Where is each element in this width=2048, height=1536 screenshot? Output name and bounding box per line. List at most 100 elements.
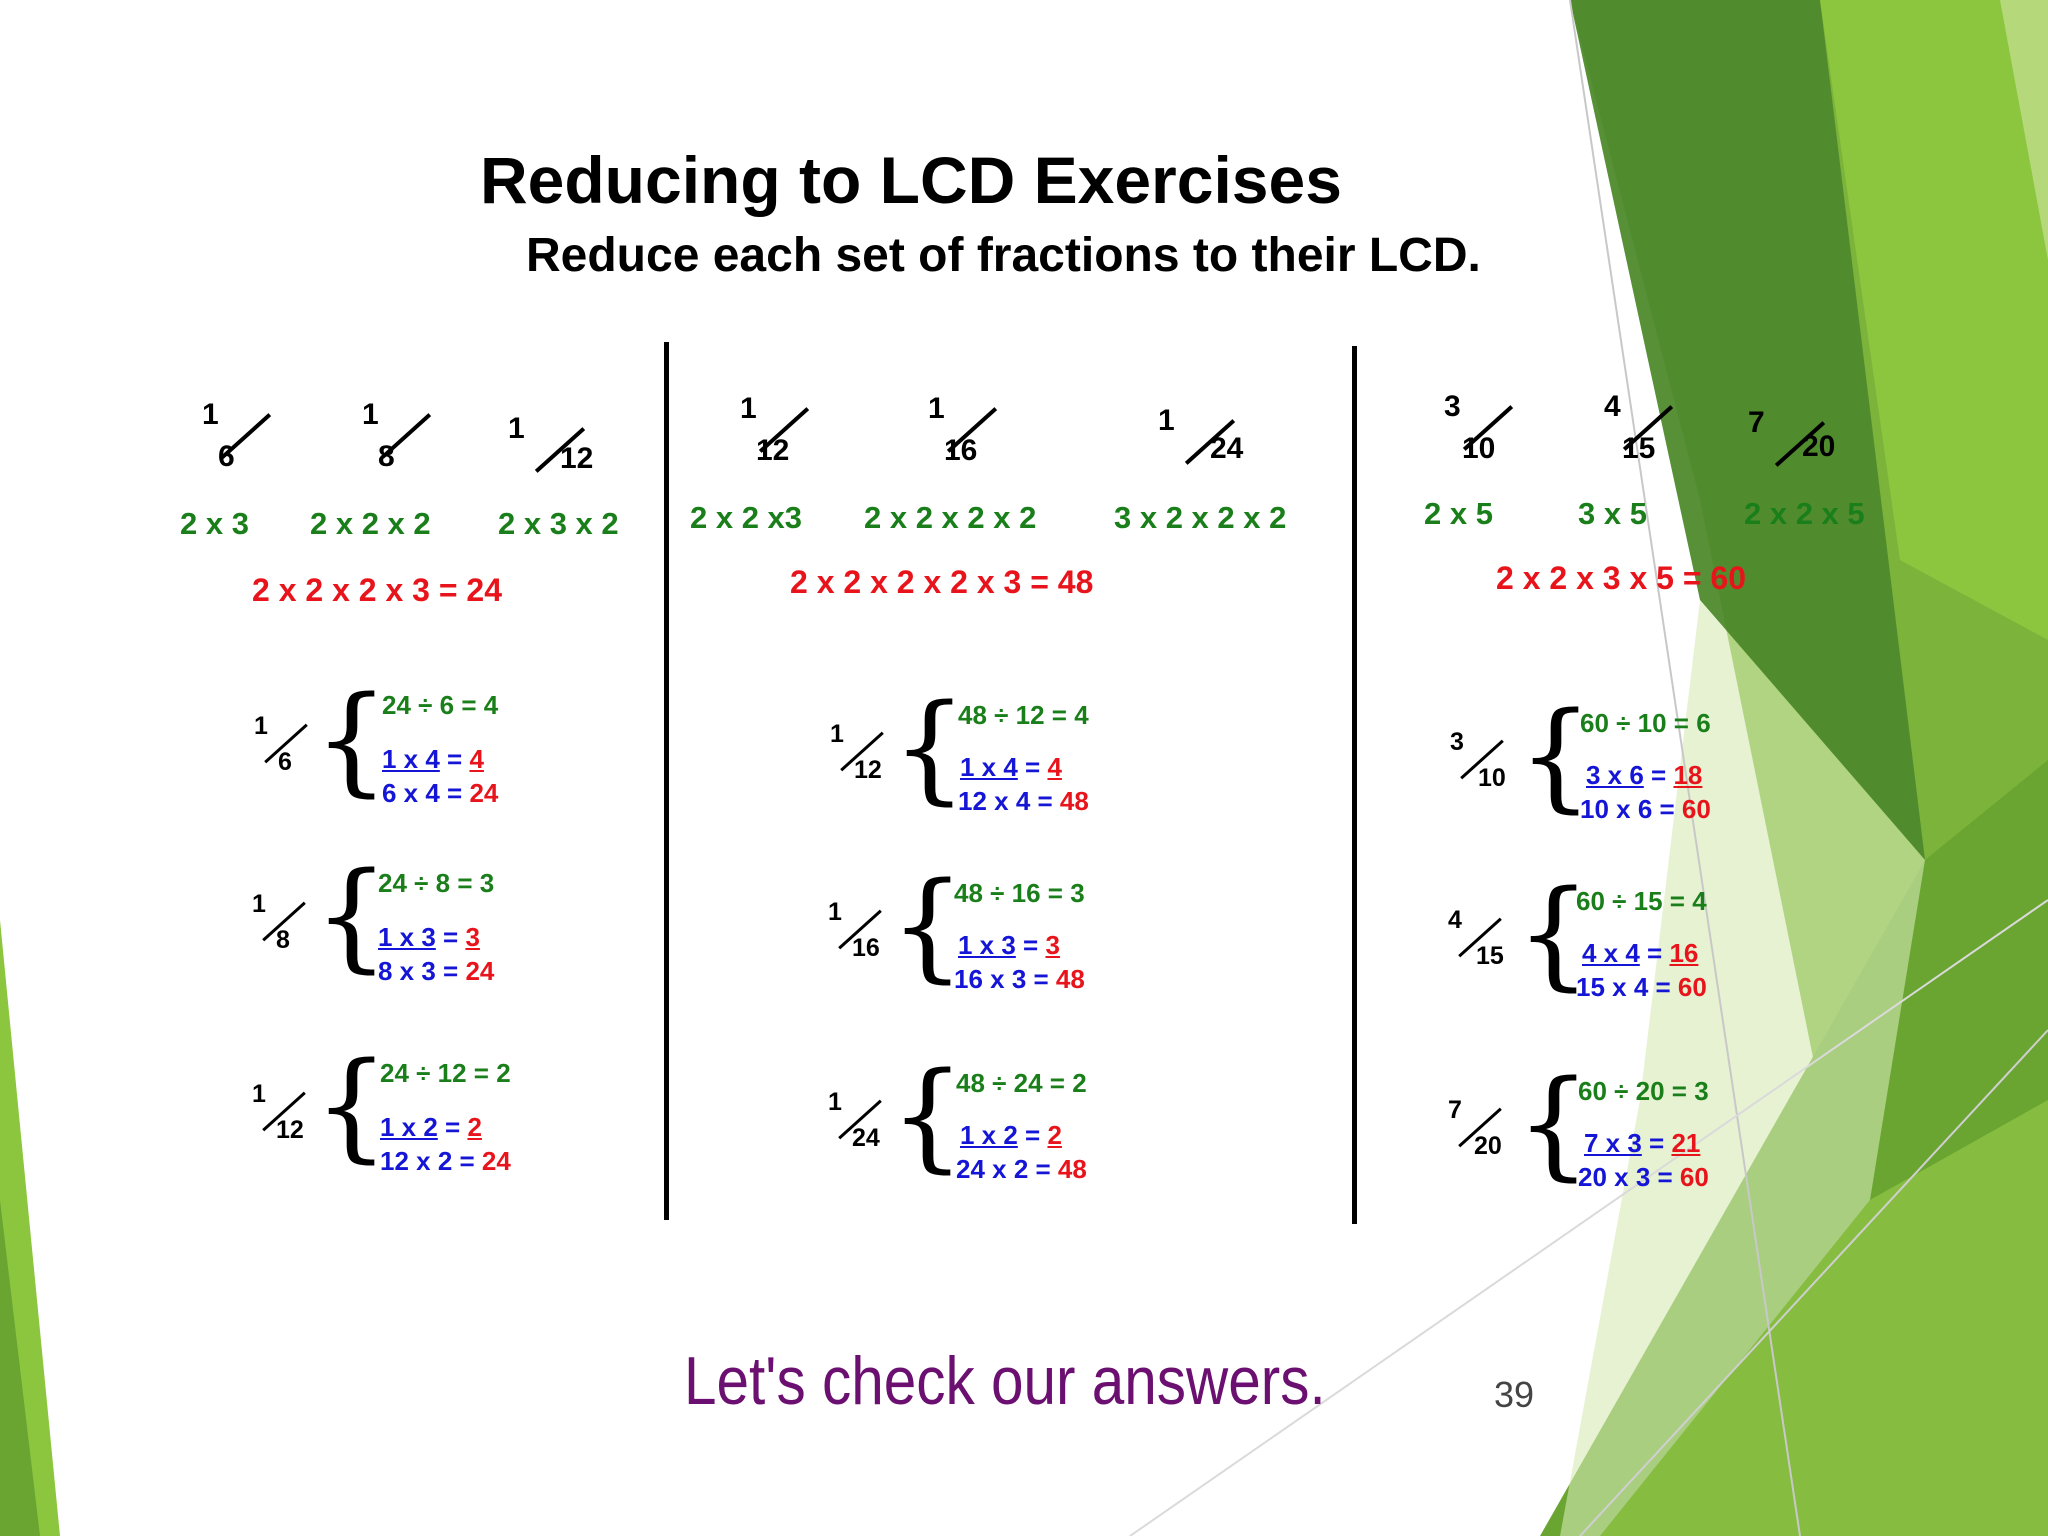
step-fraction: 7 20 — [1448, 1096, 1528, 1166]
step-fraction: 1 8 — [252, 890, 332, 960]
multiply-denominator-expr: 16 x 3 = — [954, 964, 1056, 994]
division-step: 24 ÷ 12 = 2 — [380, 1058, 511, 1088]
division-step: 60 ÷ 10 = 6 — [1580, 708, 1711, 738]
multiply-denominator: 12 x 4 = 48 — [958, 786, 1089, 817]
new-numerator: 3 — [1045, 930, 1060, 960]
brace: { — [890, 856, 966, 994]
denominator: 15 — [1622, 432, 1656, 465]
equals-sign: = — [1639, 938, 1670, 968]
fraction: 1 12 — [508, 412, 598, 492]
multiply-numerator: 1 x 2 = 2 — [960, 1120, 1062, 1151]
new-numerator: 16 — [1669, 938, 1699, 968]
denominator: 8 — [378, 440, 395, 473]
lcd-result: 2 x 2 x 2 x 3 = 24 — [252, 572, 502, 608]
numerator: 1 — [828, 1088, 842, 1116]
brace: { — [1518, 686, 1594, 824]
multiply-numerator-expr: 1 x 3 — [378, 922, 436, 952]
numerator: 1 — [202, 398, 219, 431]
slide-subtitle: Reduce each set of fractions to their LC… — [526, 229, 1481, 282]
division-step: 48 ÷ 16 = 3 — [954, 878, 1085, 908]
denominator: 6 — [278, 748, 292, 776]
multiply-denominator: 24 x 2 = 48 — [956, 1154, 1087, 1185]
fraction: 1 8 — [362, 398, 452, 478]
numerator: 7 — [1748, 406, 1765, 439]
denominator: 24 — [852, 1124, 880, 1152]
multiply-denominator-expr: 12 x 2 = — [380, 1146, 482, 1176]
brace: { — [1516, 864, 1592, 1002]
division-step: 60 ÷ 20 = 3 — [1578, 1076, 1709, 1106]
denominator: 16 — [852, 934, 880, 962]
new-numerator: 3 — [465, 922, 480, 952]
lcd-result: 2 x 2 x 2 x 2 x 3 = 48 — [790, 564, 1094, 600]
division-step: 60 ÷ 15 = 4 — [1576, 886, 1707, 916]
new-denominator: 60 — [1677, 972, 1707, 1002]
denominator: 15 — [1476, 942, 1504, 970]
step-fraction: 1 24 — [828, 1088, 908, 1158]
prime-factors: 3 x 5 — [1578, 496, 1647, 531]
numerator: 1 — [252, 1080, 266, 1108]
multiply-numerator: 1 x 4 = 4 — [960, 752, 1062, 783]
step-fraction: 1 16 — [828, 898, 908, 968]
brace: { — [890, 1046, 966, 1184]
denominator: 12 — [276, 1116, 304, 1144]
numerator: 1 — [252, 890, 266, 918]
multiply-numerator: 1 x 3 = 3 — [958, 930, 1060, 961]
denominator: 6 — [218, 440, 235, 473]
numerator: 4 — [1604, 390, 1621, 423]
multiply-denominator: 8 x 3 = 24 — [378, 956, 494, 987]
numerator: 1 — [830, 720, 844, 748]
multiply-numerator: 7 x 3 = 21 — [1584, 1128, 1700, 1159]
multiply-numerator: 4 x 4 = 16 — [1582, 938, 1698, 969]
brace: { — [314, 846, 390, 984]
brace: { — [314, 1036, 390, 1174]
numerator: 1 — [508, 412, 525, 445]
denominator: 16 — [944, 434, 978, 467]
new-numerator: 21 — [1671, 1128, 1701, 1158]
multiply-numerator: 1 x 4 = 4 — [382, 744, 484, 775]
denominator: 20 — [1474, 1132, 1502, 1160]
prime-factors: 3 x 2 x 2 x 2 — [1114, 500, 1287, 535]
denominator: 12 — [756, 434, 790, 467]
numerator: 1 — [362, 398, 379, 431]
page-number: 39 — [1494, 1374, 1535, 1415]
multiply-numerator-expr: 4 x 4 — [1582, 938, 1640, 968]
step-fraction: 1 12 — [830, 720, 910, 790]
new-denominator: 60 — [1679, 1162, 1709, 1192]
new-numerator: 18 — [1673, 760, 1703, 790]
multiply-denominator: 10 x 6 = 60 — [1580, 794, 1711, 825]
fraction: 3 10 — [1444, 390, 1534, 470]
numerator: 1 — [740, 392, 757, 425]
equals-sign: = — [1015, 930, 1046, 960]
new-denominator: 24 — [481, 1146, 511, 1176]
fraction: 1 6 — [202, 398, 292, 478]
multiply-numerator-expr: 7 x 3 — [1584, 1128, 1642, 1158]
division-step: 48 ÷ 12 = 4 — [958, 700, 1089, 730]
brace: { — [1516, 1054, 1592, 1192]
denominator: 10 — [1462, 432, 1496, 465]
numerator: 4 — [1448, 906, 1462, 934]
prime-factors: 2 x 5 — [1424, 496, 1493, 531]
equals-sign: = — [437, 1112, 468, 1142]
fraction: 4 15 — [1604, 390, 1694, 470]
prime-factors: 2 x 2 x 2 — [310, 506, 431, 541]
denominator: 12 — [854, 756, 882, 784]
numerator: 1 — [828, 898, 842, 926]
step-fraction: 3 10 — [1450, 728, 1530, 798]
division-step: 24 ÷ 6 = 4 — [382, 690, 499, 720]
multiply-denominator: 20 x 3 = 60 — [1578, 1162, 1709, 1193]
equals-sign: = — [1641, 1128, 1672, 1158]
step-fraction: 4 15 — [1448, 906, 1528, 976]
prime-factors: 2 x 3 — [180, 506, 249, 541]
prime-factors: 2 x 2 x 5 — [1744, 496, 1865, 531]
numerator: 3 — [1450, 728, 1464, 756]
multiply-denominator-expr: 8 x 3 = — [378, 956, 466, 986]
brace: { — [314, 670, 390, 808]
multiply-denominator-expr: 6 x 4 = — [382, 778, 470, 808]
multiply-numerator-expr: 1 x 4 — [960, 752, 1018, 782]
equals-sign: = — [1643, 760, 1674, 790]
multiply-denominator: 16 x 3 = 48 — [954, 964, 1085, 995]
step-fraction: 1 12 — [252, 1080, 332, 1150]
prime-factors: 2 x 2 x3 — [690, 500, 803, 535]
new-denominator: 24 — [465, 956, 495, 986]
